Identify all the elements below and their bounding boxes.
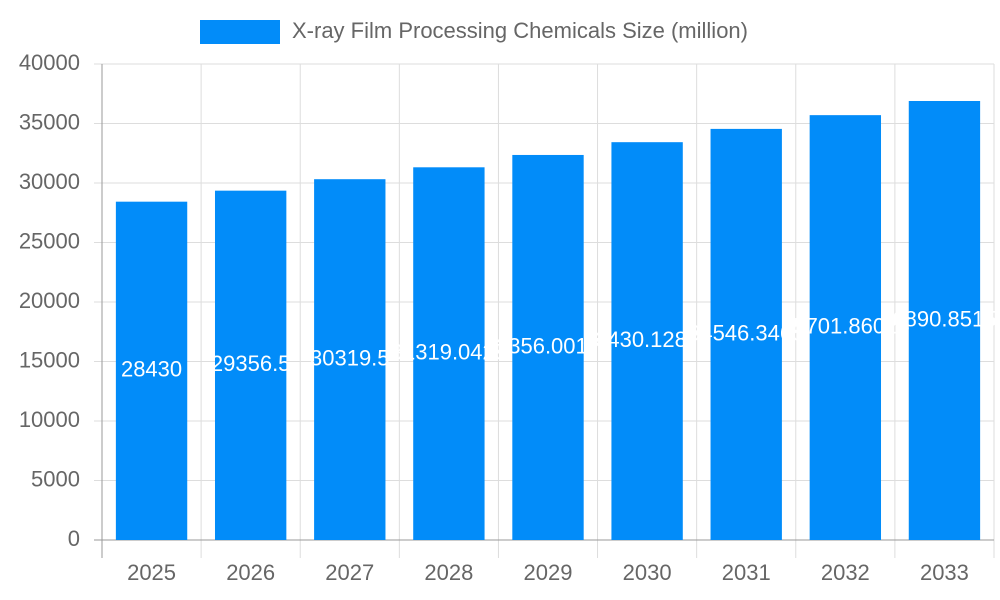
x-tick-label: 2027 <box>325 560 374 585</box>
value-label: 35701.86025 <box>781 313 909 338</box>
value-label: 30319.5 <box>310 345 390 370</box>
y-tick-label: 15000 <box>19 347 80 372</box>
legend-swatch[interactable] <box>200 20 280 44</box>
bar <box>908 100 981 540</box>
bar <box>611 142 683 541</box>
y-tick-label: 10000 <box>19 407 80 432</box>
legend-label[interactable]: X-ray Film Processing Chemicals Size (mi… <box>292 18 748 43</box>
x-tick-label: 2032 <box>821 560 870 585</box>
x-tick-label: 2031 <box>722 560 771 585</box>
bar <box>710 128 782 540</box>
bar <box>214 190 287 540</box>
value-label: 33430.12875 <box>583 327 711 352</box>
value-label: 28430 <box>121 357 182 382</box>
value-label: 34546.3465 <box>688 320 804 345</box>
bar <box>512 154 584 541</box>
x-tick-label: 2033 <box>920 560 969 585</box>
y-tick-label: 40000 <box>19 50 80 75</box>
y-tick-label: 30000 <box>19 169 80 194</box>
value-label: 32356.00175 <box>484 333 612 358</box>
x-tick-label: 2028 <box>424 560 473 585</box>
bar <box>115 201 188 541</box>
y-tick-label: 0 <box>68 526 80 551</box>
bar <box>809 115 882 541</box>
value-label: 36890.85156 <box>880 306 1000 331</box>
x-tick-label: 2025 <box>127 560 176 585</box>
y-tick-label: 5000 <box>31 466 80 491</box>
bar <box>314 179 386 541</box>
y-tick-label: 25000 <box>19 228 80 253</box>
x-tick-label: 2030 <box>623 560 672 585</box>
y-tick-label: 20000 <box>19 288 80 313</box>
value-label: 29356.5 <box>211 351 291 376</box>
value-label: 31319.0425 <box>391 339 507 364</box>
y-tick-label: 35000 <box>19 109 80 134</box>
x-tick-label: 2029 <box>524 560 573 585</box>
x-tick-label: 2026 <box>226 560 275 585</box>
bar <box>413 167 485 540</box>
